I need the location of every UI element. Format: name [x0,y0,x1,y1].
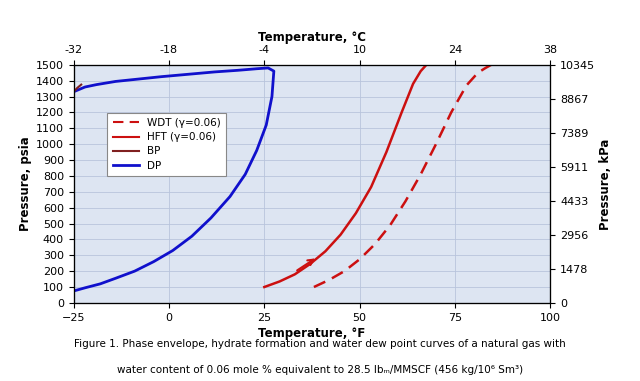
Y-axis label: Pressure, kPa: Pressure, kPa [600,138,612,229]
Text: water content of 0.06 mole % equivalent to 28.5 lbₘ/MMSCF (456 kg/10⁶ Sm³): water content of 0.06 mole % equivalent … [117,365,523,375]
X-axis label: Temperature, °F: Temperature, °F [259,327,365,340]
Y-axis label: Pressure, psia: Pressure, psia [19,136,31,231]
Legend: WDT (γ=0.06), HFT (γ=0.06), BP, DP: WDT (γ=0.06), HFT (γ=0.06), BP, DP [108,113,226,176]
X-axis label: Temperature, °C: Temperature, °C [258,31,366,44]
Text: Figure 1. Phase envelope, hydrate formation and water dew point curves of a natu: Figure 1. Phase envelope, hydrate format… [74,339,566,349]
